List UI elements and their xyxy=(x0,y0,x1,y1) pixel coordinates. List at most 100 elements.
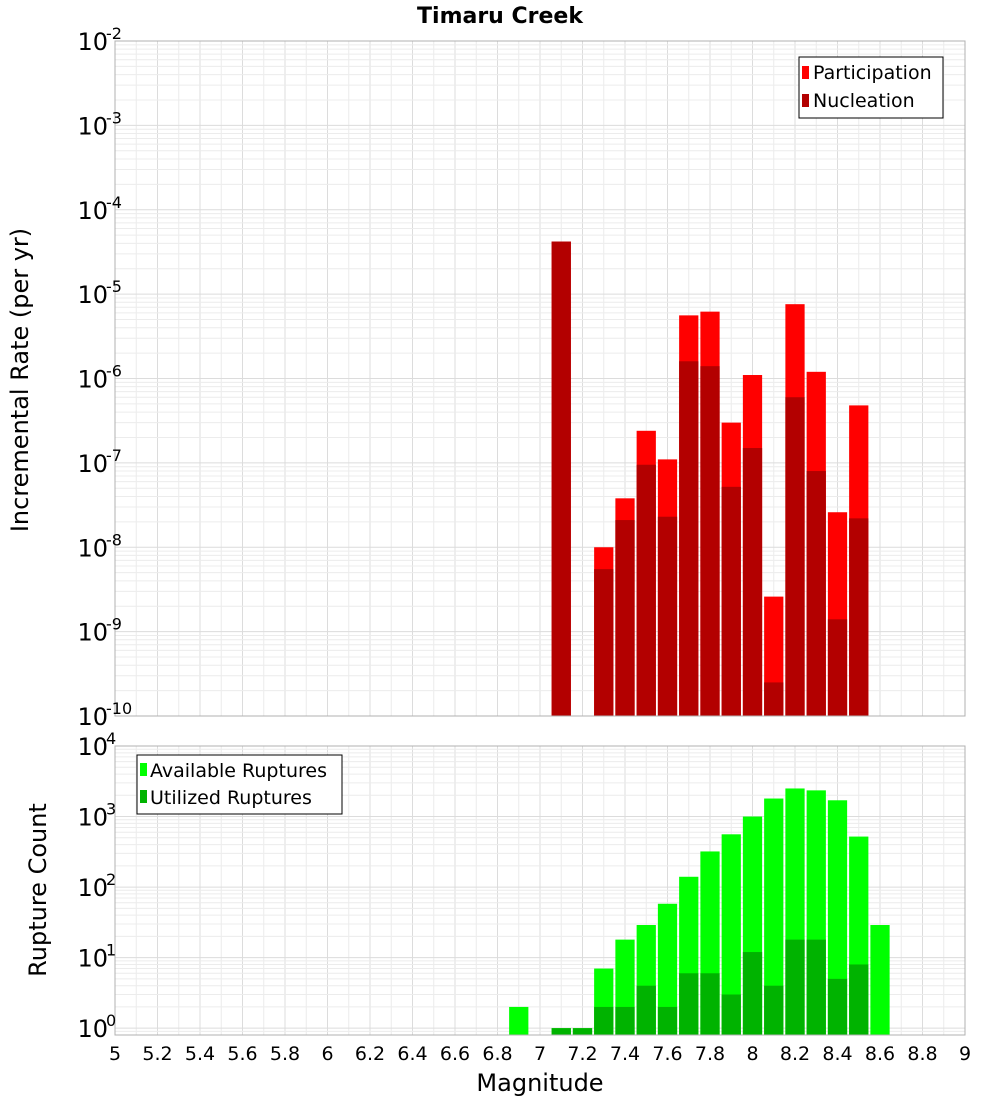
x-tick-label: 6 xyxy=(321,1043,333,1065)
x-tick-label: 6.8 xyxy=(482,1043,512,1065)
top-y-tick-label: 10 xyxy=(77,450,108,478)
top-bar-nucleation xyxy=(721,486,741,716)
top-bars xyxy=(551,241,869,717)
legend-label-available: Available Ruptures xyxy=(150,760,327,782)
x-tick-label: 9 xyxy=(959,1043,971,1065)
top-y-axis-label: Incremental Rate (per yr) xyxy=(6,228,34,532)
bottom-bar-utilized-ruptures xyxy=(742,952,763,1035)
top-y-tick-exponent: -8 xyxy=(106,530,122,549)
bottom-bar-available-ruptures xyxy=(764,798,784,1035)
bottom-bar-available-ruptures xyxy=(509,1006,529,1035)
top-bar-nucleation xyxy=(764,682,784,716)
top-y-tick-exponent: -10 xyxy=(106,699,132,718)
bottom-y-tick-label: 10 xyxy=(77,733,108,761)
top-bar-nucleation xyxy=(806,471,826,716)
bottom-legend-box xyxy=(136,754,343,815)
legend-label-nucleation: Nucleation xyxy=(813,90,915,112)
top-bar-nucleation xyxy=(700,366,720,716)
bottom-bar-utilized-ruptures xyxy=(764,985,784,1035)
top-y-tick-label: 10 xyxy=(77,619,108,647)
x-tick-label: 7 xyxy=(534,1043,546,1065)
bottom-bar-available-ruptures xyxy=(870,925,890,1035)
bottom-bar-utilized-ruptures xyxy=(594,1006,614,1035)
bottom-bar-utilized-ruptures xyxy=(785,939,805,1035)
bottom-bar-utilized-ruptures xyxy=(636,985,656,1035)
bottom-bar-available-ruptures xyxy=(657,903,678,1035)
top-y-tick-label: 10 xyxy=(77,28,108,56)
bottom-y-tick-exponent: 1 xyxy=(106,941,116,960)
bottom-y-tick-label: 10 xyxy=(77,1015,108,1043)
top-bar-nucleation xyxy=(827,619,848,716)
top-y-tick-exponent: -4 xyxy=(106,193,122,212)
top-y-tick-exponent: -9 xyxy=(106,615,122,634)
x-tick-label: 5.8 xyxy=(270,1043,300,1065)
x-tick-label: 7.8 xyxy=(695,1043,725,1065)
bottom-bar-utilized-ruptures xyxy=(827,978,848,1035)
bottom-legend: Available Ruptures Utilized Ruptures xyxy=(136,754,343,815)
x-tick-label: 5 xyxy=(109,1043,121,1065)
x-tick-label: 6.4 xyxy=(397,1043,427,1065)
bottom-bar-utilized-ruptures xyxy=(657,1006,678,1035)
top-y-tick-exponent: -5 xyxy=(106,277,122,296)
bottom-y-tick-exponent: 0 xyxy=(106,1011,116,1030)
bottom-y-tick-label: 10 xyxy=(77,945,108,973)
top-plot-frame xyxy=(114,40,966,717)
x-tick-label: 6.6 xyxy=(440,1043,470,1065)
x-tick-label: 6.2 xyxy=(355,1043,385,1065)
x-tick-label: 8.2 xyxy=(780,1043,810,1065)
x-tick-label: 8.4 xyxy=(822,1043,852,1065)
top-y-tick-label: 10 xyxy=(77,703,108,731)
bottom-bars xyxy=(509,788,890,1035)
top-y-tick-label: 10 xyxy=(77,534,108,562)
top-y-tick-label: 10 xyxy=(77,281,108,309)
x-tick-label: 8.8 xyxy=(907,1043,937,1065)
top-y-tick-label: 10 xyxy=(77,112,108,140)
bottom-y-axis-label: Rupture Count xyxy=(24,803,52,977)
bottom-bar-utilized-ruptures xyxy=(679,973,699,1035)
top-legend-box xyxy=(798,56,944,119)
top-bar-nucleation xyxy=(657,516,678,716)
chart-title: Timaru Creek xyxy=(417,4,584,29)
bottom-bar-utilized-ruptures xyxy=(700,973,720,1035)
legend-swatch-participation xyxy=(802,66,809,79)
x-tick-label: 7.2 xyxy=(567,1043,597,1065)
legend-swatch-nucleation xyxy=(802,94,809,107)
bottom-bar-utilized-ruptures xyxy=(806,939,826,1035)
bottom-y-tick-exponent: 3 xyxy=(106,800,116,819)
x-tick-label: 7.6 xyxy=(652,1043,682,1065)
legend-label-participation: Participation xyxy=(813,62,932,84)
bottom-bar-utilized-ruptures xyxy=(721,994,741,1035)
top-y-tick-exponent: -7 xyxy=(106,446,122,465)
legend-label-utilized: Utilized Ruptures xyxy=(150,787,312,809)
top-y-tick-label: 10 xyxy=(77,197,108,225)
x-tick-label: 5.4 xyxy=(185,1043,215,1065)
x-tick-label: 5.6 xyxy=(227,1043,257,1065)
legend-swatch-utilized xyxy=(140,790,147,803)
top-bar-nucleation xyxy=(849,518,869,716)
top-y-tick-exponent: -2 xyxy=(106,24,122,43)
legend-swatch-available xyxy=(140,763,147,776)
bottom-bar-utilized-ruptures xyxy=(849,964,869,1035)
bottom-y-tick-label: 10 xyxy=(77,874,108,902)
top-bar-nucleation xyxy=(679,361,699,716)
top-bar-nucleation xyxy=(742,448,763,716)
x-tick-label: 7.4 xyxy=(610,1043,640,1065)
top-y-tick-label: 10 xyxy=(77,366,108,394)
top-y-tick-exponent: -6 xyxy=(106,362,122,381)
x-axis-label: Magnitude xyxy=(476,1069,603,1097)
top-y-tick-exponent: -3 xyxy=(106,108,122,127)
x-tick-label: 5.2 xyxy=(142,1043,172,1065)
top-bar-nucleation xyxy=(594,569,614,716)
bottom-bar-utilized-ruptures xyxy=(615,1006,635,1035)
x-tick-label: 8.6 xyxy=(865,1043,895,1065)
x-tick-labels: 5 5.2 5.4 5.6 5.8 6 6.2 6.4 6.6 6.8 7 7.2 7.4 7.6 7.8 8… xyxy=(109,1043,971,1065)
top-bar-nucleation xyxy=(551,241,571,717)
bottom-bar-utilized-ruptures xyxy=(551,1028,571,1035)
bottom-bar-available-ruptures xyxy=(721,834,741,1035)
top-bar-nucleation xyxy=(785,397,805,716)
